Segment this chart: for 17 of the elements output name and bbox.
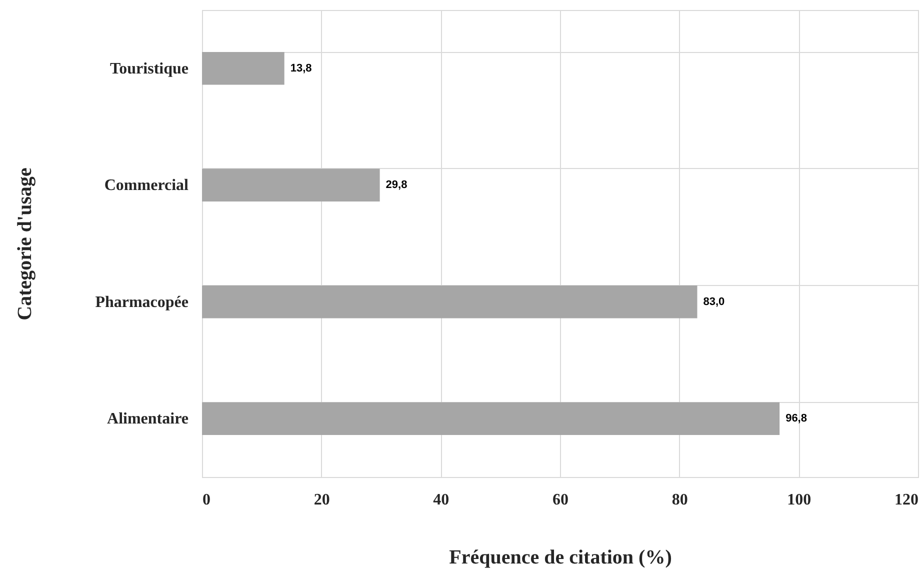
x-tick-label: 0 <box>202 492 210 508</box>
x-tick-label: 20 <box>314 492 330 508</box>
data-label: 96,8 <box>786 412 807 425</box>
x-tick-label: 80 <box>672 492 688 508</box>
x-axis-title: Fréquence de citation (%) <box>449 546 672 568</box>
x-tick-label: 120 <box>894 492 918 508</box>
y-tick-label: Touristique <box>110 60 188 78</box>
y-tick-label: Commercial <box>104 177 190 194</box>
data-label: 29,8 <box>386 179 408 192</box>
x-tick-label: 100 <box>787 492 812 508</box>
data-label: 83,0 <box>703 296 725 308</box>
y-axis-title: Categorie d'usage <box>14 168 36 320</box>
y-tick-label: Alimentaire <box>107 410 188 428</box>
data-label: 13,8 <box>290 62 312 74</box>
y-tick-label: Pharmacopée <box>95 294 188 311</box>
x-tick-label: 60 <box>552 492 568 508</box>
x-tick-label: 40 <box>433 492 450 508</box>
